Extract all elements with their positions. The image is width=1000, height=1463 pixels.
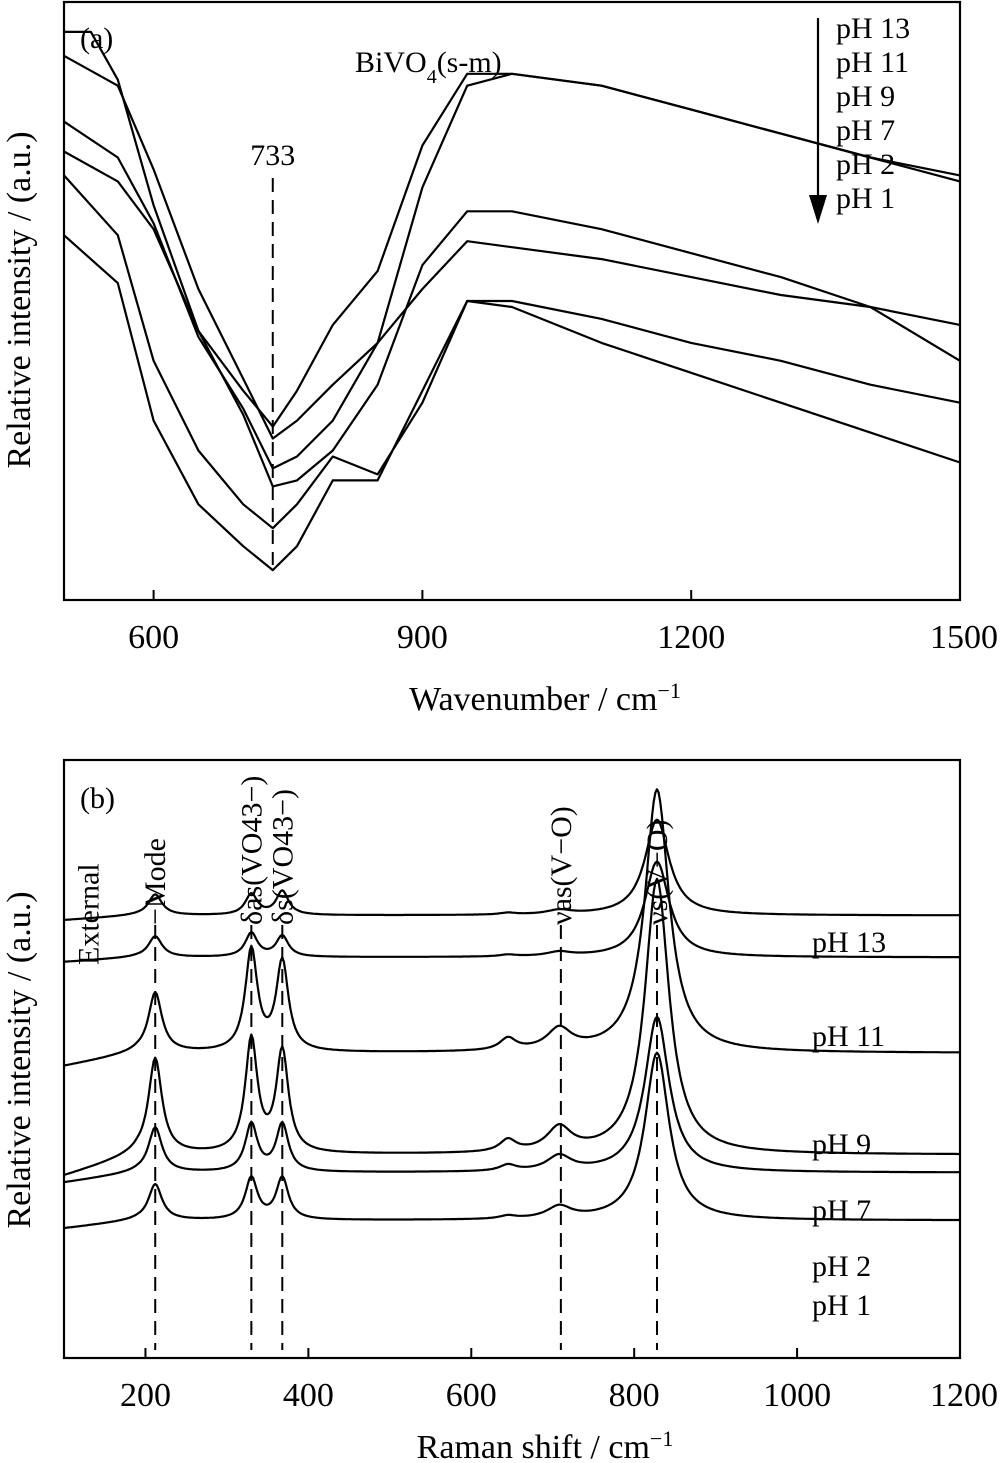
y-axis-label-b: Relative intensity / (a.u.) [1,891,38,1228]
series-label-ph-1: pH 1 [812,1289,871,1322]
panel-label-b: (b) [80,782,115,815]
x-tick-label-b: 200 [120,1377,171,1414]
trace-ph-9 [63,788,960,1067]
x-tick-label-b: 1000 [763,1377,831,1414]
trace-a-5 [63,174,961,530]
trace-a-1 [64,30,961,428]
trace-a-4 [63,150,961,488]
series-label-ph-11: pH 11 [812,1020,885,1053]
x-axis-label-b: Raman shift / cm−1 [417,1426,674,1463]
peak-label-s-vo43: δs(VO43−) [266,789,299,925]
x-axis-label-a: Wavenumber / cm−1 [409,678,681,719]
plot-frame-b [62,758,962,1360]
trace-a-3 [63,120,961,470]
annotations-a: 733 [250,139,295,565]
legend-arrow-head [809,195,827,224]
x-ticks-b: 200 400 600 800 1000 1200 [120,1348,998,1414]
series-label-ph-2: pH 2 [812,1250,871,1283]
peak-label-as-vo43: δas(VO43−) [235,776,268,925]
x-tick-label-b: 600 [446,1377,497,1414]
trace-ph-1 [63,1051,960,1230]
traces-a [63,30,961,572]
x-tick-label-b: 400 [283,1377,334,1414]
x-tick-label-b: 800 [609,1377,660,1414]
peak-label-mode: −Mode [139,838,172,925]
series-label-ph-13: pH 13 [812,926,886,959]
peak-label-as-v-o: νas(V−O) [545,806,578,925]
traces-b: pH 13 pH 11 pH 9 pH 7 pH 2 pH 1 [63,788,960,1322]
trace-a-6 [63,234,961,572]
x-ticks-a: 600 900 1200 1500 [128,590,998,656]
x-tick-label-a: 1500 [930,619,998,656]
legend-label-ph-9: pH 9 [836,80,895,113]
legend-label-ph-11: pH 11 [836,46,909,79]
trace-ph-2 [63,1015,960,1184]
y-axis-label-a: Relative intensity / (a.u.) [1,131,38,468]
series-label-ph-9: pH 9 [812,1128,871,1161]
legend-label-ph-1: pH 1 [836,182,895,215]
legend-label-ph-7: pH 7 [836,114,895,147]
x-tick-label-b: 1200 [930,1377,998,1414]
trace-ph-11 [63,860,960,963]
peak-label-s-v-o: νs(V−O) [641,820,674,925]
x-tick-label-a: 600 [128,619,179,656]
legend-label-ph-13: pH 13 [836,12,910,45]
trace-ph-13 [63,818,960,921]
series-label-ph-7: pH 7 [812,1194,871,1227]
panel-b: (b) pH 13 pH 11 pH 9 pH 7 pH 2 pH 1 External −… [1,758,998,1463]
plot-frame-a [62,0,962,602]
legend-label-ph-2: pH 2 [836,148,895,181]
x-tick-label-a: 1200 [657,619,725,656]
panel-label-a: (a) [80,22,113,55]
annotations-b: External −Mode δas(VO43−)δs(VO43−) νas(V−O)… [72,776,674,1350]
peak-label-external: External [72,863,105,965]
trace-ph-7 [63,877,960,1177]
annotation-733: 733 [250,139,295,172]
x-tick-label-a: 900 [397,619,448,656]
